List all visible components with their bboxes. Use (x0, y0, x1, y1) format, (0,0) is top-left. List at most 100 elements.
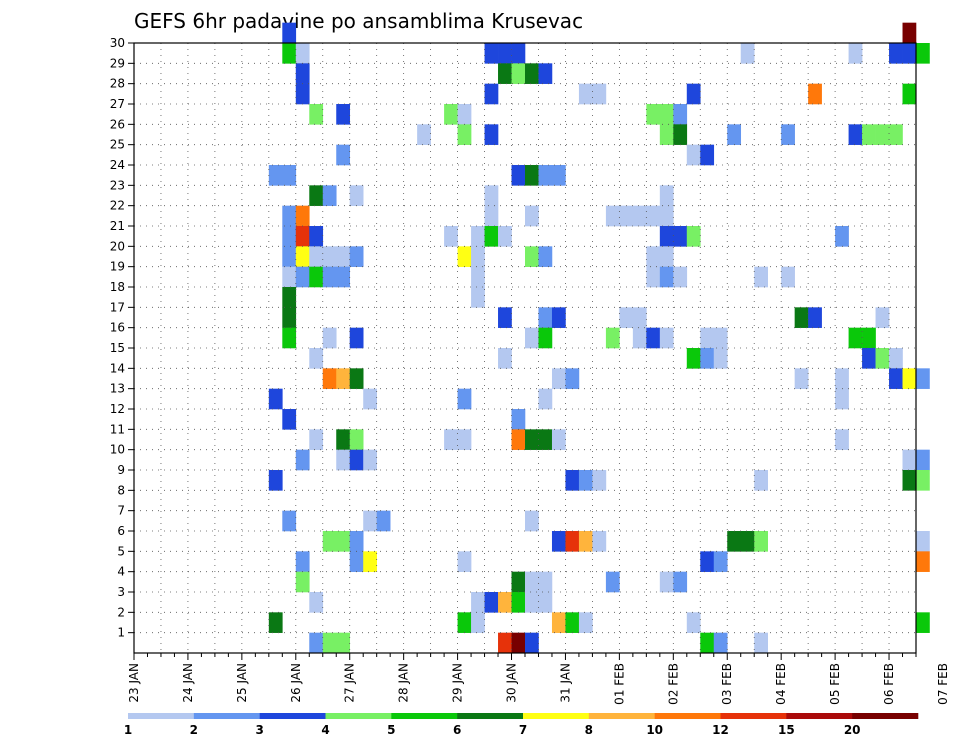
x-tick-label: 27 JAN (343, 663, 357, 703)
heatmap-cell (538, 63, 553, 84)
heatmap-cell (538, 246, 553, 267)
heatmap-cell (525, 510, 539, 532)
heatmap-cell (457, 388, 472, 410)
legend-swatch (325, 713, 392, 719)
legend-label: 5 (387, 723, 395, 737)
legend-label: 6 (453, 723, 461, 737)
y-tick-label: 11 (110, 422, 125, 436)
heatmap-cell (754, 266, 768, 288)
heatmap-cell (835, 368, 849, 389)
y-tick-label: 25 (110, 138, 125, 152)
heatmap-cell (646, 104, 661, 125)
heatmap-cell (686, 348, 701, 369)
heatmap-cell (538, 592, 553, 613)
heatmap-cell (551, 612, 566, 633)
heatmap-cell (619, 205, 634, 227)
heatmap-cell (740, 43, 755, 64)
heatmap-cell (457, 124, 472, 145)
y-tick-label: 16 (110, 321, 125, 335)
heatmap-cell (336, 266, 351, 288)
heatmap-cell (875, 348, 890, 369)
heatmap-cell (349, 551, 364, 572)
heatmap-cell (417, 124, 431, 145)
heatmap-cell (349, 429, 364, 450)
heatmap-cell (322, 327, 337, 349)
x-tick-label: 01 FEB (612, 663, 626, 705)
heatmap-cell (916, 612, 930, 633)
heatmap-cell (538, 307, 553, 328)
heatmap-cell (282, 409, 297, 430)
y-tick-label: 5 (117, 544, 125, 558)
heatmap-cell (673, 571, 688, 593)
heatmap-cell (673, 266, 688, 288)
heatmap-cell (525, 592, 539, 613)
x-tick-label: 30 JAN (505, 663, 519, 703)
legend-swatch (523, 713, 590, 719)
heatmap-cell (578, 531, 593, 552)
heatmap-cell (282, 287, 297, 308)
y-tick-label: 19 (110, 260, 125, 274)
heatmap-cell (727, 124, 742, 145)
heatmap-cell (295, 246, 310, 267)
heatmap-cell (578, 612, 593, 633)
legend-swatch (720, 713, 787, 719)
heatmap-cell (457, 104, 472, 125)
heatmap-cell (551, 531, 566, 552)
heatmap-cell (605, 205, 620, 227)
heatmap-cell (295, 83, 310, 105)
heatmap-cell (673, 226, 688, 247)
x-tick-label: 28 JAN (397, 663, 411, 703)
y-tick-label: 2 (117, 605, 125, 619)
heatmap-cells (268, 22, 930, 654)
heatmap-cell (551, 429, 566, 450)
heatmap-cell (659, 226, 674, 247)
heatmap-cell (336, 632, 351, 654)
heatmap-cell (471, 612, 485, 633)
x-tick-label: 06 FEB (882, 663, 896, 705)
heatmap-cell (902, 470, 917, 491)
y-tick-label: 15 (110, 341, 125, 355)
heatmap-cell (659, 266, 674, 288)
heatmap-cell (727, 531, 742, 552)
heatmap-cell (309, 632, 324, 654)
x-tick-label: 04 FEB (774, 663, 788, 705)
heatmap-cell (457, 429, 472, 450)
heatmap-cell (700, 144, 715, 166)
heatmap-cell (322, 185, 337, 206)
heatmap-cell (889, 348, 903, 369)
heatmap-cell (282, 43, 297, 64)
heatmap-cell (498, 632, 512, 654)
heatmap-cell (578, 470, 593, 491)
y-tick-label: 14 (110, 361, 125, 375)
heatmap-cell (484, 83, 499, 105)
heatmap-cell (592, 83, 607, 105)
y-tick-label: 22 (110, 199, 125, 213)
heatmap-cell (511, 409, 526, 430)
legend-label: 20 (844, 723, 861, 737)
heatmap-cell (673, 124, 688, 145)
heatmap-cell (740, 531, 755, 552)
heatmap-cell (646, 327, 661, 349)
heatmap-cell (295, 43, 310, 64)
heatmap-cell (511, 429, 526, 450)
heatmap-cell (498, 592, 512, 613)
heatmap-cell (794, 307, 809, 328)
heatmap-cell (457, 612, 472, 633)
heatmap-cell (268, 165, 283, 186)
heatmap-cell (444, 226, 458, 247)
heatmap-cell (484, 205, 499, 227)
heatmap-cell (349, 246, 364, 267)
heatmap-cell (754, 470, 768, 491)
heatmap-cell (444, 104, 458, 125)
heatmap-cell (808, 83, 822, 105)
heatmap-cell (659, 571, 674, 593)
heatmap-cell (565, 531, 580, 552)
y-tick-label: 4 (117, 565, 125, 579)
heatmap-cell (322, 531, 337, 552)
heatmap-cell (336, 104, 351, 125)
heatmap-cell (889, 124, 903, 145)
heatmap-cell (322, 368, 337, 389)
heatmap-cell (700, 348, 715, 369)
heatmap-cell (309, 592, 324, 613)
heatmap-cell (309, 104, 324, 125)
